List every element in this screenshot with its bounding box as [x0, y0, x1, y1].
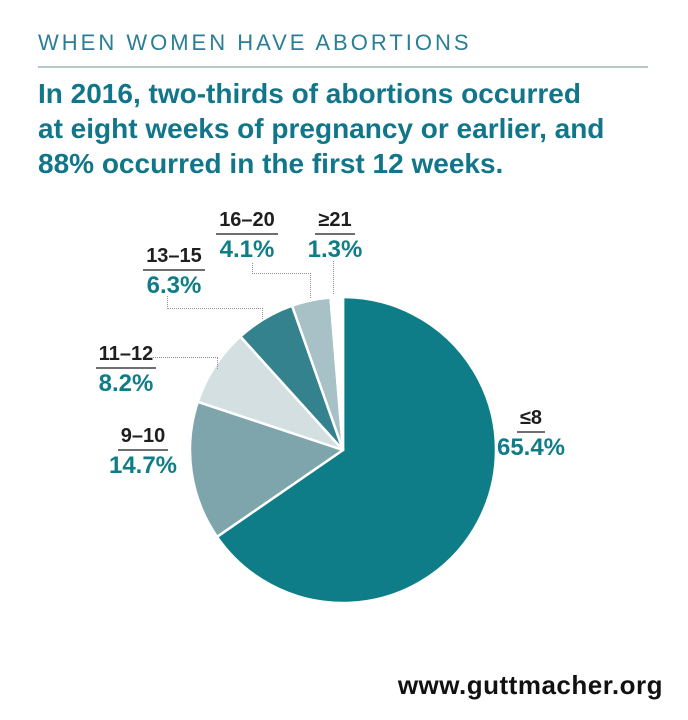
slice-range-13-15: 13–15 [143, 246, 205, 271]
leader-line-16-20-seg3 [310, 273, 311, 298]
divider-rule [38, 66, 648, 68]
slice-pct-ge21: 1.3% [307, 236, 363, 263]
pie-slice-ge21 [329, 295, 345, 452]
slice-pct-13-15: 6.3% [146, 272, 202, 299]
slice-pct-le8: 65.4% [496, 434, 566, 461]
slice-label-11-12: 11–12 8.2% [86, 344, 166, 397]
headline-line-1: In 2016, two-thirds of abortions occurre… [38, 78, 581, 109]
slice-label-13-15: 13–15 6.3% [134, 246, 214, 299]
leader-line-ge21 [333, 261, 334, 294]
slice-range-11-12: 11–12 [95, 344, 157, 369]
leader-line-16-20-seg1 [252, 263, 253, 274]
slice-range-le8: ≤8 [516, 408, 546, 433]
pie-slice-9-10 [188, 400, 345, 539]
slice-label-ge21: ≥21 1.3% [295, 210, 375, 263]
slice-label-le8: ≤8 65.4% [486, 408, 576, 461]
leader-line-16-20-seg2 [252, 273, 311, 274]
leader-line-11-12-seg1 [153, 357, 218, 358]
headline-line-3: 88% occurred in the first 12 weeks. [38, 148, 504, 179]
slice-label-16-20: 16–20 4.1% [207, 210, 287, 263]
slice-range-9-10: 9–10 [117, 426, 169, 451]
headline-line-2: at eight weeks of pregnancy or earlier, … [38, 113, 605, 144]
leader-line-13-15-seg2 [167, 308, 263, 309]
slice-label-9-10: 9–10 14.7% [103, 426, 183, 479]
leader-line-11-12-seg2 [217, 357, 218, 369]
slice-pct-9-10: 14.7% [108, 452, 178, 479]
kicker-heading: WHEN WOMEN HAVE ABORTIONS [38, 30, 472, 55]
leader-line-13-15-seg3 [262, 308, 263, 319]
leader-line-13-15-seg1 [167, 296, 168, 309]
slice-range-16-20: 16–20 [216, 210, 278, 235]
slice-pct-16-20: 4.1% [219, 236, 275, 263]
slice-pct-11-12: 8.2% [98, 370, 154, 397]
website-url: www.guttmacher.org [397, 670, 663, 700]
slice-range-ge21: ≥21 [315, 210, 355, 235]
headline: In 2016, two-thirds of abortions occurre… [38, 76, 604, 181]
pie-slice-le8 [215, 295, 498, 605]
